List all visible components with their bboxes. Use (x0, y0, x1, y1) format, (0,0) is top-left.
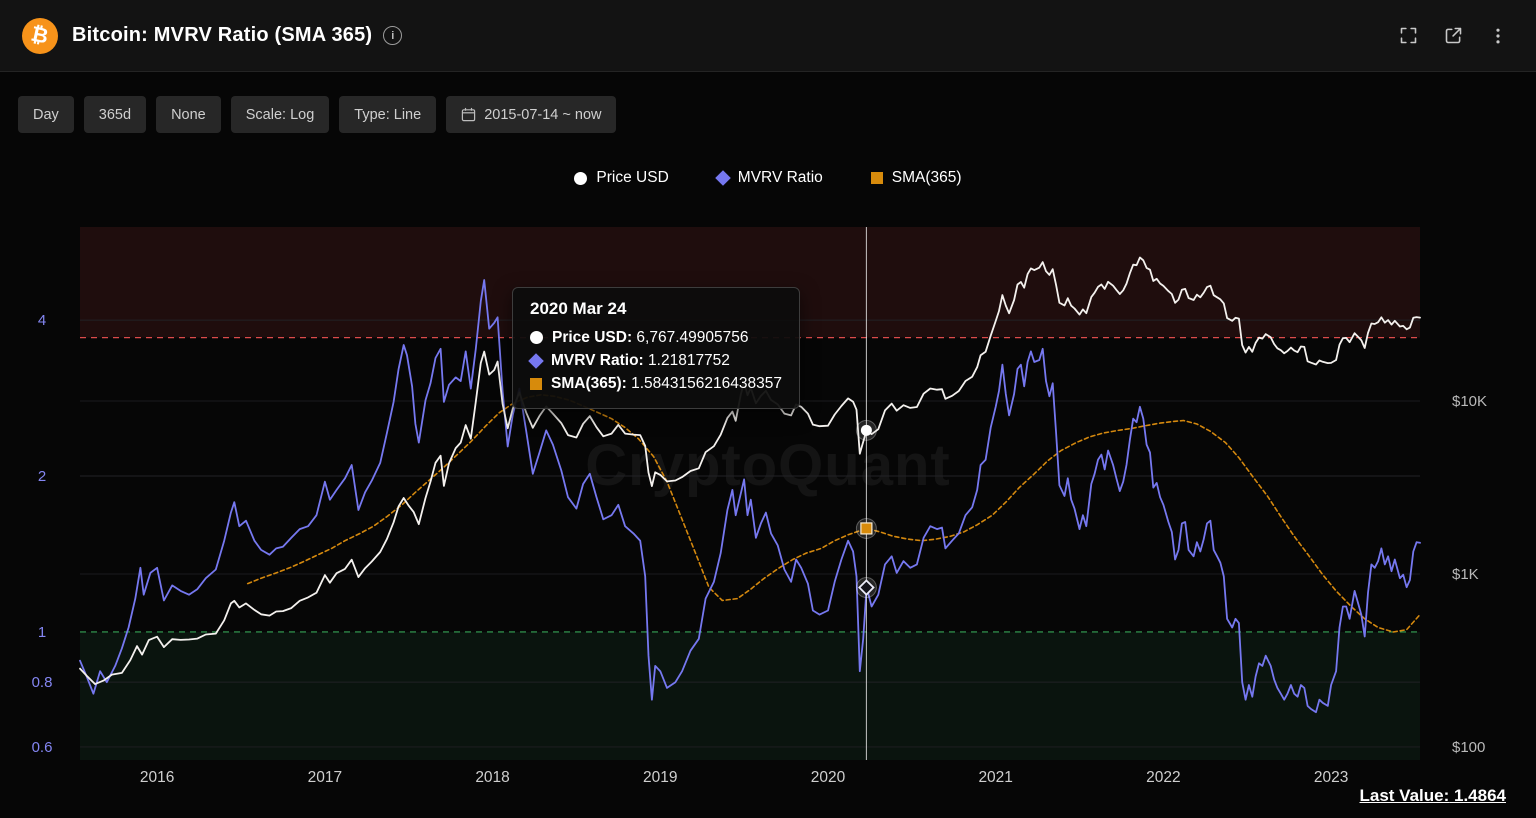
chart-canvas[interactable]: 4 2 1 0.8 0.6 $10K $1K $100 2016 2017 2018 2019 2020… (0, 160, 1536, 818)
circle-marker-icon (574, 171, 588, 185)
last-value: Last Value: 1.4864 (1360, 786, 1507, 806)
legend-item-sma-365[interactable]: SMA(365) (870, 169, 962, 187)
page-title: Bitcoin: MVRV Ratio (SMA 365) (72, 24, 373, 46)
toolbar-button-label: Scale: Log (245, 106, 315, 123)
x-axis-label: 2019 (643, 769, 677, 786)
y-axis-label-right: $1K (1452, 566, 1479, 583)
square-marker-icon (530, 377, 542, 390)
x-axis-label: 2018 (475, 769, 509, 786)
x-axis-label: 2016 (140, 769, 174, 786)
legend-label: Price USD (596, 169, 669, 186)
fullscreen-icon (1400, 27, 1417, 44)
y-axis-label-left: 1 (38, 624, 46, 641)
header: ₿ Bitcoin: MVRV Ratio (SMA 365) i (0, 0, 1536, 72)
diamond-marker-icon (528, 352, 544, 369)
diamond-marker-icon (714, 170, 731, 186)
tooltip-label: SMA(365): (551, 375, 632, 392)
x-axis-label: 2023 (1314, 769, 1348, 786)
tooltip-value: 1.5843156216438357 (631, 375, 782, 392)
tooltip-row: Price USD: 6,767.49905756 (530, 326, 782, 349)
tooltip-text: SMA(365): 1.5843156216438357 (551, 372, 782, 395)
tooltip-row: MVRV Ratio: 1.21817752 (528, 349, 782, 372)
toolbar-button-type-line[interactable]: Type: Line (339, 96, 437, 133)
chart-area: CryptoQuant 4 2 1 0.8 0.6 $10K $1K $100 2016 2017… (0, 160, 1536, 818)
bitcoin-symbol: ₿ (29, 21, 51, 49)
toolbar-button-scale-log[interactable]: Scale: Log (230, 96, 330, 133)
toolbar-button-label: Type: Line (354, 106, 422, 123)
bitcoin-logo: ₿ (22, 17, 58, 54)
open-external-button[interactable] (1441, 23, 1466, 48)
legend: Price USD MVRV Ratio SMA(365) (0, 169, 1536, 187)
y-axis-label-right: $100 (1452, 739, 1485, 756)
watermark: CryptoQuant (585, 433, 951, 498)
toolbar-button-day[interactable]: Day (18, 96, 74, 133)
series-price-usd (79, 256, 1421, 685)
tooltip-value: 1.21817752 (648, 352, 730, 369)
legend-label: SMA(365) (891, 169, 962, 186)
info-icon[interactable]: i (383, 26, 403, 45)
x-axis-label: 2017 (308, 769, 342, 786)
open-external-icon (1445, 27, 1462, 44)
last-value-number: 1.4864 (1454, 786, 1506, 805)
x-axis-label: 2021 (978, 769, 1012, 786)
kebab-menu-icon (1496, 28, 1500, 43)
toolbar-button-2015-07-14-now[interactable]: 2015-07-14 ~ now (446, 96, 617, 133)
toolbar: Day 365d None Scale: Log Type: Line 2015-07-1… (18, 96, 617, 133)
more-options-button[interactable] (1486, 24, 1510, 48)
last-value-label: Last Value: (1359, 786, 1450, 805)
toolbar-button-label: 365d (98, 106, 132, 123)
tooltip-label: Price USD: (552, 329, 637, 346)
legend-item-mvrv-ratio[interactable]: MVRV Ratio (714, 169, 823, 187)
tooltip-date: 2020 Mar 24 (530, 299, 627, 318)
tooltip-text: MVRV Ratio: 1.21817752 (551, 349, 730, 372)
fullscreen-button[interactable] (1396, 23, 1421, 48)
calendar-icon (461, 107, 476, 122)
undervalued-band (80, 631, 1420, 760)
y-axis-label-left: 0.6 (32, 739, 53, 756)
square-marker-icon (870, 172, 883, 184)
toolbar-button-none[interactable]: None (156, 96, 221, 133)
y-axis-label-left: 4 (38, 312, 46, 329)
legend-label: MVRV Ratio (737, 169, 823, 186)
toolbar-button-label: None (171, 106, 206, 123)
toolbar-button-365d[interactable]: 365d (83, 96, 147, 133)
series-sma-365 (246, 394, 1421, 633)
circle-marker-icon (530, 331, 543, 344)
tooltip-row: SMA(365): 1.5843156216438357 (530, 372, 782, 395)
chart-tooltip: 2020 Mar 24 Price USD: 6,767.49905756 MVR… (512, 287, 800, 409)
mvrv-point-marker (858, 579, 875, 596)
header-actions (1396, 23, 1514, 48)
tooltip-text: Price USD: 6,767.49905756 (552, 326, 748, 349)
toolbar-button-label: Day (33, 106, 59, 123)
y-axis-label-left: 2 (38, 468, 46, 485)
y-axis-label-left: 0.8 (32, 674, 53, 691)
y-axis-label-right: $10K (1452, 393, 1487, 410)
x-axis-label: 2020 (811, 769, 846, 786)
sma-point-marker (860, 522, 873, 535)
toolbar-button-label: 2015-07-14 ~ now (484, 106, 602, 123)
price-point-marker (860, 424, 872, 436)
tooltip-label: MVRV Ratio: (551, 352, 649, 369)
series-mvrv-ratio (79, 279, 1421, 714)
legend-item-price-usd[interactable]: Price USD (574, 169, 669, 187)
tooltip-rows: Price USD: 6,767.49905756 MVRV Ratio: 1.2… (528, 326, 782, 395)
x-axis-label: 2022 (1146, 769, 1180, 786)
tooltip-value: 6,767.49905756 (636, 329, 749, 346)
